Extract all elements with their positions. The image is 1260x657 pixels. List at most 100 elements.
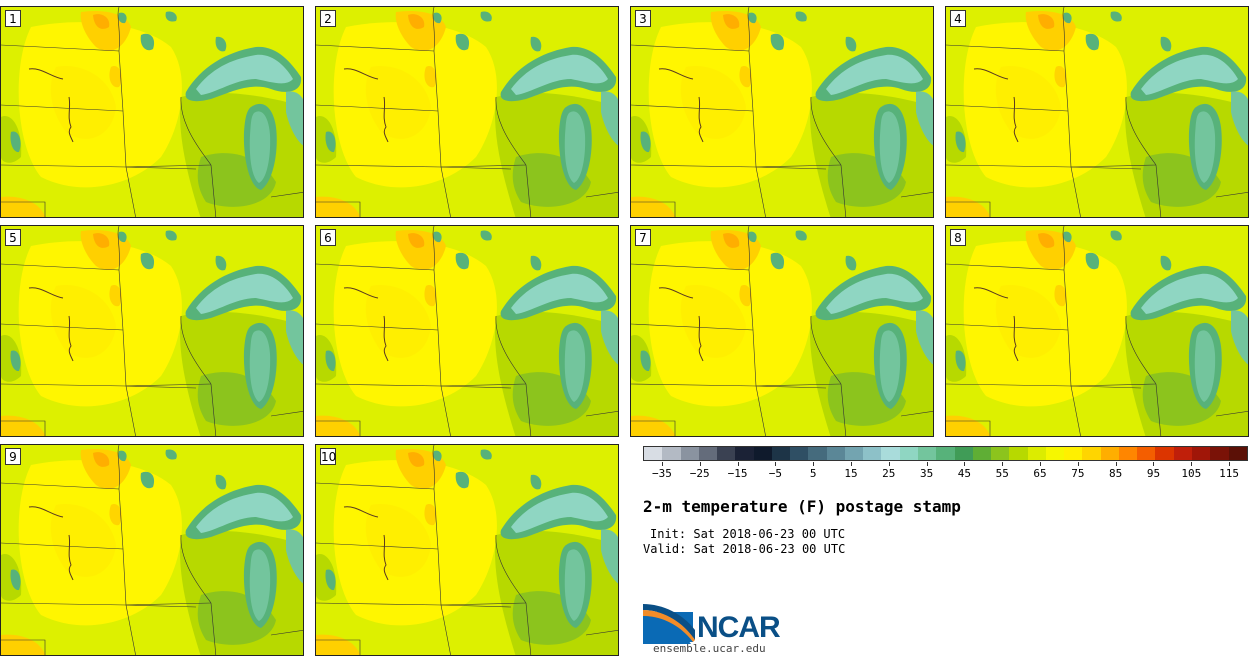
temperature-map — [1, 7, 303, 217]
colorbar-cell — [771, 447, 791, 460]
temperature-map — [1, 445, 303, 655]
map-panel: 8 — [945, 225, 1249, 437]
colorbar-cell — [1173, 447, 1192, 460]
colorbar-cell — [1082, 447, 1101, 460]
map-panel: 2 — [315, 6, 619, 218]
colorbar-tick — [737, 462, 739, 466]
colorbar-tick — [850, 462, 852, 466]
site-url: ensemble.ucar.edu — [653, 642, 766, 655]
colorbar-cell — [1210, 447, 1229, 460]
colorbar-tick-label: 95 — [1146, 467, 1161, 480]
ncar-logo-icon — [643, 604, 695, 644]
figure-title: 2-m temperature (F) postage stamp — [643, 497, 961, 516]
colorbar-tick — [1077, 462, 1079, 466]
member-number-label: 2 — [320, 10, 336, 27]
colorbar-cell — [1228, 447, 1247, 460]
colorbar-tick — [1115, 462, 1117, 466]
temperature-map — [316, 226, 618, 436]
colorbar-cell — [735, 447, 754, 460]
colorbar-tick-label: 35 — [919, 467, 934, 480]
colorbar-cell — [1027, 447, 1046, 460]
colorbar-cell — [972, 447, 992, 460]
colorbar-cell — [936, 447, 955, 460]
colorbar-cell — [1064, 447, 1083, 460]
colorbar-tick — [1040, 462, 1042, 466]
colorbar-tick-label: 55 — [995, 467, 1009, 480]
member-number-label: 4 — [950, 10, 966, 27]
colorbar-cell — [1118, 447, 1138, 460]
temperature-map — [631, 7, 933, 217]
colorbar-tick-label: −35 — [651, 467, 672, 480]
colorbar-cell — [899, 447, 918, 460]
member-number-label: 6 — [320, 229, 336, 246]
map-panel: 10 — [315, 444, 619, 656]
colorbar-cell — [1045, 447, 1065, 460]
colorbar-tick-label: 65 — [1033, 467, 1047, 480]
member-number-label: 3 — [635, 10, 651, 27]
map-panel: 9 — [0, 444, 304, 656]
colorbar-cell — [1009, 447, 1028, 460]
colorbar-cell — [662, 447, 681, 460]
colorbar-tick — [964, 462, 966, 466]
temperature-map — [946, 7, 1248, 217]
colorbar-cell — [826, 447, 845, 460]
colorbar-tick — [1229, 462, 1231, 466]
colorbar-cell — [1100, 447, 1119, 460]
member-number-label: 8 — [950, 229, 966, 246]
member-number-label: 10 — [320, 448, 337, 465]
temperature-map — [631, 226, 933, 436]
colorbar-tick — [1191, 462, 1193, 466]
colorbar-cell — [753, 447, 772, 460]
member-number-label: 5 — [5, 229, 21, 246]
colorbar-tick-label: 115 — [1219, 467, 1240, 480]
colorbar-tick — [888, 462, 890, 466]
colorbar-cell — [917, 447, 937, 460]
member-number-label: 9 — [5, 448, 21, 465]
colorbar-cell — [1191, 447, 1211, 460]
ncar-logo-text: NCAR — [697, 611, 781, 644]
member-number-label: 7 — [635, 229, 651, 246]
map-panel: 4 — [945, 6, 1249, 218]
map-panel: 6 — [315, 225, 619, 437]
colorbar-tick — [926, 462, 928, 466]
colorbar-cell — [991, 447, 1010, 460]
colorbar-tick-label: −25 — [689, 467, 710, 480]
map-panel: 1 — [0, 6, 304, 218]
colorbar-tick-label: −15 — [727, 467, 748, 480]
colorbar-cell — [863, 447, 882, 460]
colorbar-tick-label: 75 — [1071, 467, 1085, 480]
colorbar-tick-label: −5 — [768, 467, 782, 480]
temperature-map — [946, 226, 1248, 436]
colorbar-ticks: −35 −25 −15 −5 5 15 25 35 45 55 65 75 85 95 105 115 — [643, 462, 1248, 482]
colorbar-tick — [1153, 462, 1155, 466]
colorbar-tick-label: 105 — [1181, 467, 1202, 480]
colorbar-cell — [644, 447, 663, 460]
colorbar-cell — [1137, 447, 1156, 460]
map-panel: 3 — [630, 6, 934, 218]
colorbar-tick-label: 15 — [844, 467, 858, 480]
colorbar-tick-label: 25 — [882, 467, 896, 480]
colorbar-cell — [790, 447, 809, 460]
colorbar-tick — [1002, 462, 1004, 466]
colorbar-tick — [775, 462, 777, 466]
map-panel: 5 — [0, 225, 304, 437]
colorbar-cell — [1155, 447, 1174, 460]
colorbar-tick — [661, 462, 663, 466]
temperature-map — [1, 226, 303, 436]
temperature-map — [316, 7, 618, 217]
colorbar-cell — [808, 447, 827, 460]
colorbar-tick-label: 45 — [957, 467, 972, 480]
colorbar-cell — [717, 447, 736, 460]
init-time: Init: Sat 2018-06-23 00 UTC — [650, 527, 846, 541]
member-number-label: 1 — [5, 10, 21, 27]
colorbar-tick-label: 85 — [1109, 467, 1123, 480]
colorbar-tick-label: 5 — [809, 467, 817, 480]
colorbar-cell — [844, 447, 864, 460]
colorbar-cell — [954, 447, 973, 460]
temperature-map — [316, 445, 618, 655]
colorbar-tick — [813, 462, 815, 466]
colorbar-cell — [881, 447, 900, 460]
temperature-colorbar — [643, 446, 1248, 461]
colorbar-tick — [699, 462, 701, 466]
colorbar-cell — [698, 447, 718, 460]
